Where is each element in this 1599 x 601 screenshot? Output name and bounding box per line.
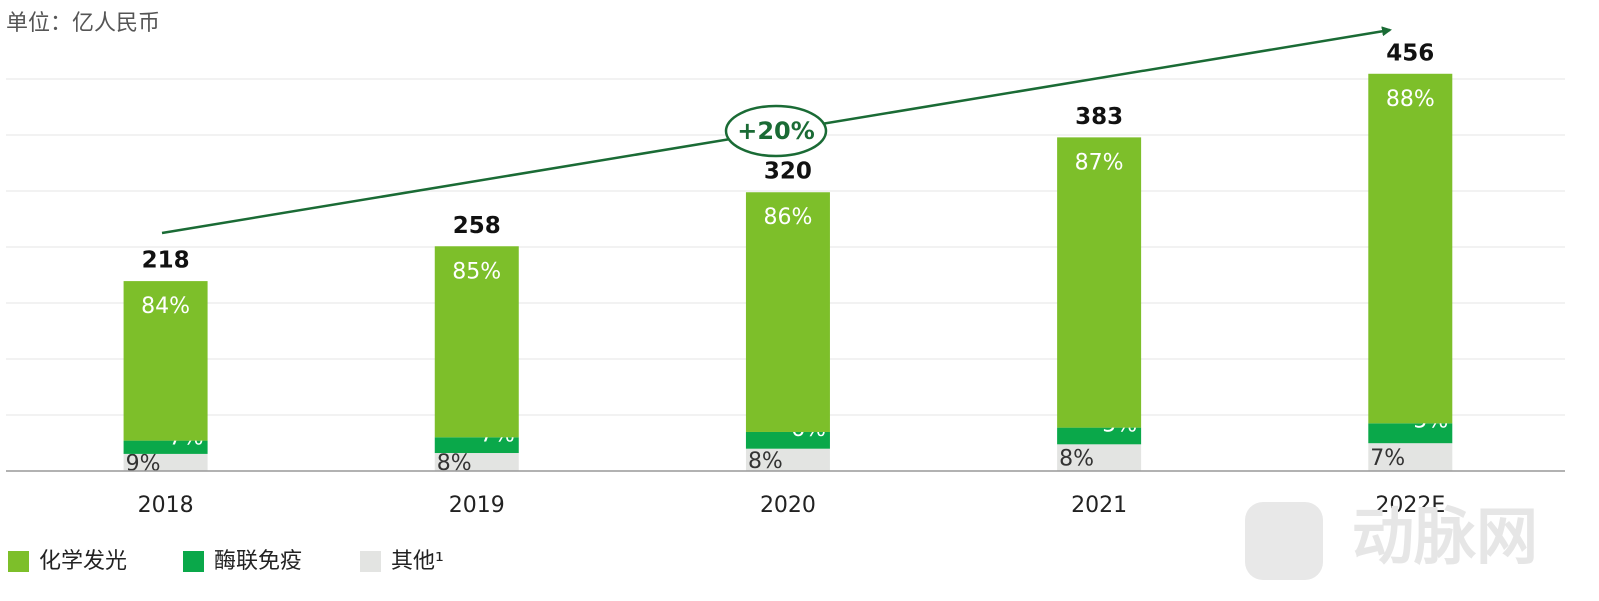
bar-segment bbox=[123, 440, 208, 454]
value-label: 84% bbox=[141, 294, 190, 319]
x-tick-label: 2021 bbox=[1071, 493, 1127, 518]
watermark: 动脉网 bbox=[1352, 500, 1538, 573]
value-label: 87% bbox=[1075, 150, 1124, 175]
x-tick-label: 2020 bbox=[760, 493, 816, 518]
x-tick-label: 2019 bbox=[449, 493, 505, 518]
unit-label: 单位：亿人民币 bbox=[6, 11, 160, 36]
bar-segment bbox=[1057, 427, 1142, 445]
bar-segment bbox=[1057, 444, 1142, 471]
legend-swatch bbox=[183, 551, 204, 572]
bar-segment bbox=[1368, 423, 1453, 444]
value-label: 85% bbox=[452, 259, 501, 284]
legend-label: 酶联免疫 bbox=[214, 549, 302, 574]
bar-segment bbox=[1368, 443, 1453, 471]
total-label: 383 bbox=[1075, 104, 1123, 130]
value-label: 8% bbox=[1059, 447, 1094, 472]
legend: 化学发光 酶联免疫 其他¹ bbox=[8, 549, 444, 574]
bar-segment bbox=[745, 431, 830, 449]
bar-segment bbox=[434, 437, 519, 454]
value-label: 8% bbox=[437, 451, 472, 476]
value-label: 7% bbox=[1370, 446, 1405, 471]
bar-segment bbox=[1057, 137, 1142, 428]
total-label: 456 bbox=[1386, 40, 1434, 66]
total-label: 258 bbox=[453, 213, 501, 239]
bar-segment bbox=[745, 192, 830, 432]
annotation-oval bbox=[724, 104, 828, 158]
value-label: 9% bbox=[126, 451, 161, 476]
x-tick-label: 2018 bbox=[138, 493, 194, 518]
bar-segment bbox=[1368, 73, 1453, 424]
total-label: 218 bbox=[142, 248, 190, 274]
legend-label: 化学发光 bbox=[39, 549, 127, 574]
total-label: 320 bbox=[764, 159, 812, 185]
watermark-logo bbox=[1245, 502, 1323, 580]
legend-swatch bbox=[8, 551, 29, 572]
annotation: +20% bbox=[737, 117, 815, 145]
bars: 9%7%84%21820188%7%85%25820198%6%86%32020… bbox=[123, 40, 1453, 518]
legend-swatch bbox=[360, 551, 381, 572]
value-label: 88% bbox=[1386, 87, 1435, 112]
value-label: 86% bbox=[763, 205, 812, 230]
value-label: 8% bbox=[748, 449, 783, 474]
bar-segment bbox=[434, 453, 519, 471]
legend-label: 其他¹ bbox=[391, 549, 444, 574]
bar-segment bbox=[123, 453, 208, 471]
bar-segment bbox=[434, 246, 519, 438]
bar-segment bbox=[745, 448, 830, 471]
x-tick-label: 2022E bbox=[1375, 493, 1445, 518]
bar-segment bbox=[123, 281, 208, 441]
